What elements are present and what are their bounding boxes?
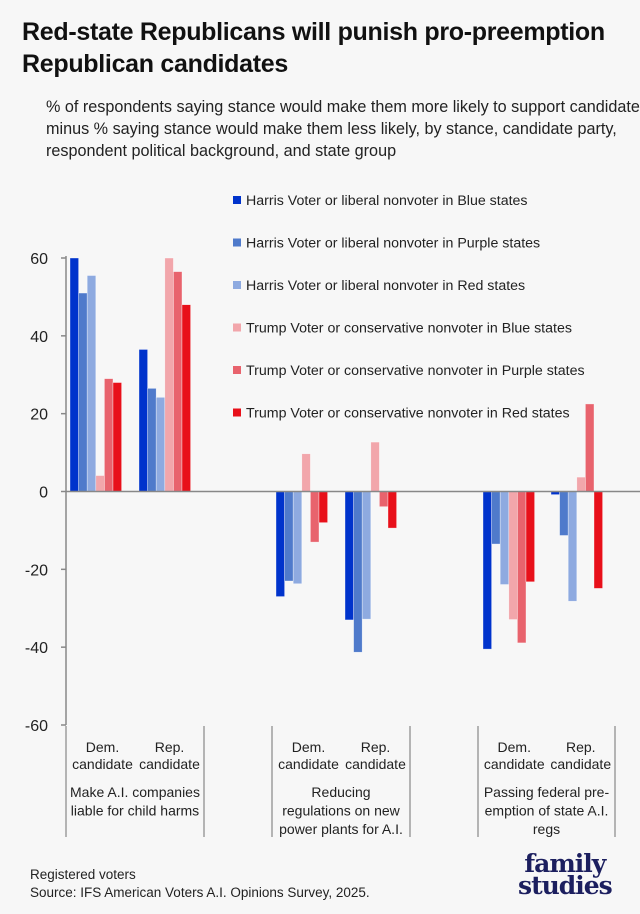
bar: [69, 257, 79, 492]
y-tick-label: -60: [25, 718, 48, 735]
subgroup-label: Dem.: [498, 739, 531, 755]
legend-label: Trump Voter or conservative nonvoter in …: [246, 363, 585, 379]
subgroup-label: Dem.: [292, 739, 325, 755]
group-label: regs: [533, 821, 560, 837]
bar: [292, 491, 303, 585]
legend-swatch: [233, 281, 241, 289]
y-tick-label: 60: [30, 251, 48, 268]
bar: [284, 491, 294, 582]
bar: [138, 349, 148, 492]
subgroup-label: candidate: [278, 756, 339, 772]
bar: [559, 491, 569, 536]
bar: [585, 403, 595, 492]
bar: [482, 491, 492, 650]
legend-swatch: [233, 366, 241, 374]
legend-item: Trump Voter or conservative nonvoter in …: [233, 321, 572, 337]
group-label: power plants for A.I.: [279, 821, 403, 837]
subgroup-label: Rep.: [361, 739, 391, 755]
legend-swatch: [233, 196, 241, 204]
bar: [576, 476, 586, 492]
legend-label: Harris Voter or liberal nonvoter in Purp…: [246, 236, 540, 252]
bar: [370, 441, 380, 492]
legend-item: Harris Voter or liberal nonvoter in Red …: [233, 278, 525, 294]
group-label: Passing federal pre-: [484, 784, 610, 800]
legend-swatch: [233, 408, 241, 417]
bar: [318, 491, 328, 523]
bar: [517, 491, 527, 644]
bar: [387, 491, 397, 529]
legend-item: Harris Voter or liberal nonvoter in Blue…: [233, 193, 528, 209]
group-label: liable for child harms: [71, 803, 199, 819]
y-tick-label: 0: [39, 485, 48, 502]
bar: [275, 491, 285, 597]
bar: [78, 292, 88, 492]
family-studies-logo: family studies: [518, 849, 613, 900]
subgroup-label: candidate: [484, 756, 545, 772]
bar: [508, 491, 518, 620]
bar: [310, 491, 320, 543]
y-tick-label: -40: [25, 640, 48, 657]
chart-title: Red-state Republicans will punish pro-pr…: [22, 18, 605, 78]
bar: [181, 304, 191, 492]
legend-label: Harris Voter or liberal nonvoter in Red …: [246, 278, 525, 294]
bar: [173, 271, 183, 492]
group-label: Make A.I. companies: [70, 784, 200, 800]
subgroup-label: candidate: [139, 756, 200, 772]
legend-item: Trump Voter or conservative nonvoter in …: [233, 363, 585, 379]
bar: [353, 491, 363, 653]
y-tick-label: 20: [30, 407, 48, 424]
subgroup-label: candidate: [345, 756, 406, 772]
group-label: emption of state A.I.: [485, 803, 609, 819]
subgroup-label: candidate: [550, 756, 611, 772]
legend-label: Harris Voter or liberal nonvoter in Blue…: [246, 193, 528, 209]
bar: [344, 491, 354, 621]
y-tick-label: 40: [30, 329, 48, 346]
bar: [104, 378, 114, 492]
bar: [95, 475, 105, 492]
bar: [567, 491, 578, 602]
subgroup-label: Rep.: [566, 739, 596, 755]
bar: [379, 491, 389, 507]
bar: [361, 491, 372, 620]
legend-item: Trump Voter or conservative nonvoter in …: [233, 406, 570, 422]
chart-subtitle: % of respondents saying stance would mak…: [46, 98, 640, 160]
legend-swatch: [233, 238, 241, 247]
bar: [525, 491, 535, 583]
footer-source: Source: IFS American Voters A.I. Opinion…: [30, 885, 370, 900]
legend-label: Trump Voter or conservative nonvoter in …: [246, 406, 570, 422]
footer: Registered voters Source: IFS American V…: [30, 866, 370, 902]
footer-note: Registered voters: [30, 867, 136, 882]
subgroup-label: candidate: [72, 756, 133, 772]
legend-swatch: [233, 323, 241, 332]
y-tick-label: -20: [25, 562, 48, 579]
bar: [593, 491, 603, 589]
legend-item: Harris Voter or liberal nonvoter in Purp…: [233, 236, 540, 252]
group-label: Reducing: [311, 784, 370, 800]
legend-label: Trump Voter or conservative nonvoter in …: [246, 321, 572, 337]
bar: [491, 491, 501, 545]
bar: [112, 382, 122, 492]
subgroup-label: Rep.: [155, 739, 185, 755]
group-label: regulations on new: [282, 803, 400, 819]
bar: [147, 388, 157, 492]
bar: [499, 491, 510, 585]
bar: [86, 275, 97, 492]
bar: [301, 453, 311, 492]
bar: [164, 257, 174, 492]
bar: [155, 397, 166, 492]
subgroup-label: Dem.: [86, 739, 119, 755]
